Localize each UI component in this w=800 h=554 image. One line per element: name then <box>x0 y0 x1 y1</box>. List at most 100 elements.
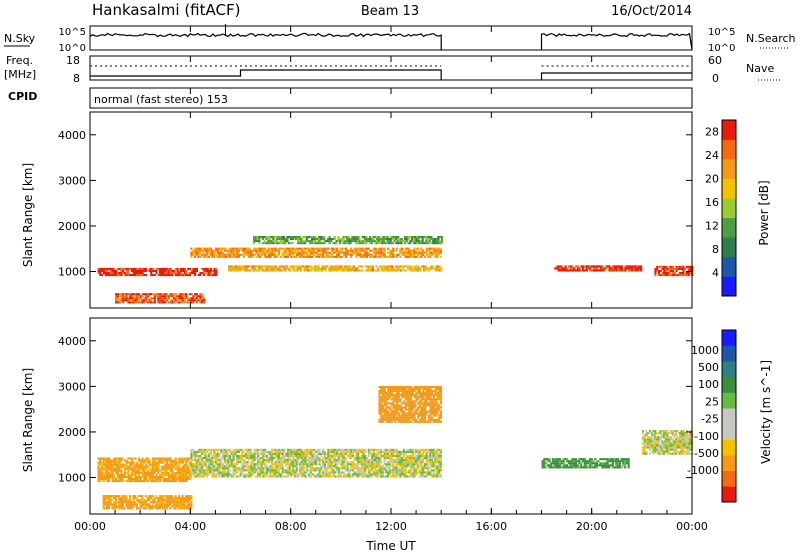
velocity-cell <box>364 469 367 472</box>
velocity-cell <box>432 396 436 399</box>
power-cell <box>293 249 297 252</box>
velocity-cell <box>225 461 228 464</box>
power-cell <box>171 293 174 296</box>
velocity-cell <box>156 507 160 510</box>
velocity-cell <box>278 452 281 455</box>
power-cell <box>181 301 184 304</box>
power-cell <box>311 255 314 258</box>
velocity-cell <box>327 457 330 460</box>
velocity-cell <box>413 406 416 409</box>
velocity-cell <box>390 459 393 462</box>
power-cell <box>320 253 323 256</box>
velocity-cell <box>427 457 430 460</box>
velocity-cell <box>190 497 193 500</box>
velocity-cell <box>420 448 423 451</box>
nave-right-label: Nave <box>746 62 774 75</box>
velocity-cell <box>399 387 402 391</box>
velocity-cell <box>351 463 355 466</box>
power-cell <box>265 249 268 252</box>
velocity-cell <box>279 467 283 470</box>
power-cell <box>423 251 427 254</box>
velocity-cell <box>288 467 291 470</box>
velocity-cell <box>383 390 386 393</box>
velocity-cell <box>190 507 193 510</box>
power-cell <box>125 297 128 300</box>
power-cell <box>412 235 415 239</box>
power-cell <box>330 247 333 250</box>
power-cell <box>281 251 284 254</box>
velocity-cell <box>423 463 427 466</box>
power-cell <box>284 238 287 241</box>
power-cell <box>357 247 360 250</box>
power-cell <box>267 247 270 250</box>
velocity-cell <box>376 457 379 460</box>
power-cell <box>325 240 328 243</box>
velocity-cell <box>420 471 423 474</box>
power-cell <box>392 249 395 252</box>
velocity-cell <box>137 475 141 478</box>
power-cell <box>157 293 160 296</box>
velocity-cell <box>316 473 319 476</box>
power-cell <box>141 301 144 304</box>
power-cell <box>187 299 190 302</box>
power-cell <box>132 271 135 275</box>
power-cell <box>192 251 195 254</box>
velocity-cell <box>418 414 421 417</box>
velocity-cell <box>411 471 414 474</box>
velocity-cell <box>329 463 332 466</box>
velocity-cell <box>155 507 158 510</box>
power-cell <box>356 235 359 239</box>
velocity-cell <box>127 467 130 470</box>
power-cell <box>406 247 409 250</box>
velocity-cell <box>300 454 304 458</box>
power-cell <box>340 240 343 243</box>
velocity-cell <box>276 467 279 470</box>
velocity-cell <box>386 450 390 453</box>
power-cell <box>365 247 369 250</box>
velocity-cell <box>248 475 251 478</box>
power-cell <box>322 253 325 256</box>
power-cell <box>185 274 188 277</box>
velocity-cell <box>132 467 135 470</box>
velocity-cell <box>120 480 123 483</box>
power-cell <box>132 269 135 272</box>
velocity-cell <box>293 459 297 462</box>
velocity-cell <box>401 465 404 468</box>
velocity-cell <box>374 448 377 451</box>
velocity-cell <box>397 463 400 466</box>
power-cell <box>353 249 356 252</box>
velocity-cell <box>337 467 340 470</box>
power-cell <box>274 247 277 250</box>
velocity-cell <box>434 385 437 388</box>
velocity-cell <box>425 385 429 388</box>
power-cell <box>320 251 323 254</box>
power-cell <box>190 293 193 296</box>
velocity-cell <box>401 396 404 399</box>
power-cell <box>664 271 668 275</box>
velocity-cell <box>137 457 141 460</box>
power-colorbar-frame <box>721 119 737 297</box>
velocity-cell <box>381 473 384 476</box>
velocity-cell <box>185 465 188 468</box>
velocity-cell <box>362 457 365 460</box>
velocity-cell <box>376 454 379 458</box>
power-cell <box>257 267 260 270</box>
power-cell <box>388 251 391 254</box>
velocity-cell <box>106 503 109 506</box>
power-cell <box>562 269 565 272</box>
power-cell <box>587 267 590 270</box>
power-cell <box>590 269 594 272</box>
velocity-cell <box>334 450 337 453</box>
velocity-cell <box>151 499 154 502</box>
power-cell <box>206 274 209 277</box>
velocity-cell <box>325 457 328 460</box>
power-cell <box>341 247 344 250</box>
velocity-cell <box>120 469 123 472</box>
velocity-cell <box>311 469 314 472</box>
velocity-cell <box>332 452 335 455</box>
velocity-cell <box>148 505 151 508</box>
velocity-cell <box>330 475 333 478</box>
velocity-cell <box>162 477 165 481</box>
power-cell <box>292 267 296 270</box>
velocity-cell <box>390 392 393 395</box>
